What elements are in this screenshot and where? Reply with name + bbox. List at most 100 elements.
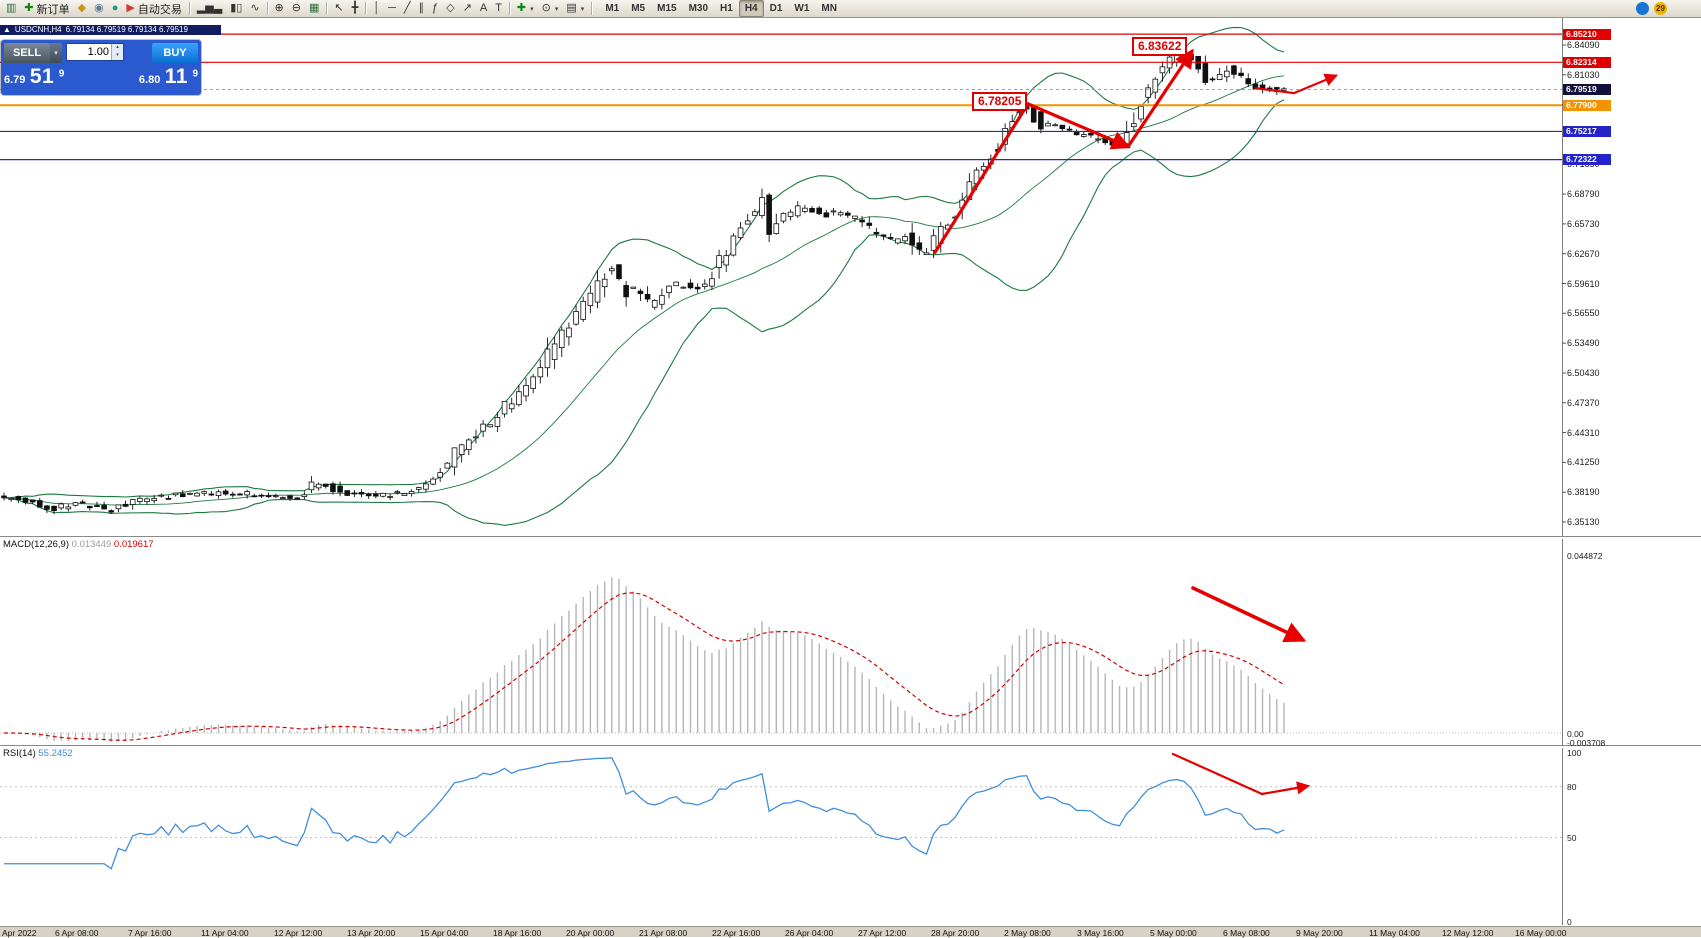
text-label-icon-glyph: T (495, 2, 502, 14)
price-line-badge: 6.85210 (1563, 28, 1611, 40)
tile-windows-icon[interactable]: ▦ (305, 1, 323, 17)
vertical-line-icon[interactable]: │ (369, 1, 384, 17)
zoom-in-icon[interactable]: ⊕ (271, 1, 288, 17)
price-axis[interactable] (1562, 18, 1701, 925)
fibonacci-icon[interactable]: ƒ (428, 1, 442, 17)
axis-border (1562, 18, 1563, 925)
autotrading-button[interactable]: ▶ 自动交易 (122, 1, 185, 17)
signals-icon[interactable]: ● (108, 1, 123, 17)
channel-icon[interactable]: ∥ (415, 1, 429, 17)
price-line-badge: 6.82314 (1563, 56, 1611, 68)
charts-window-icon[interactable]: ▥ (2, 1, 20, 17)
arrow-tools-icon[interactable]: ↗ (459, 1, 476, 17)
price-line-badge: 6.72322 (1563, 154, 1611, 166)
counter-badge-yellow[interactable]: 29 (1654, 2, 1667, 15)
timeframe-w1[interactable]: W1 (794, 3, 810, 14)
price-annotation[interactable]: 6.83622 (1132, 37, 1188, 56)
price-tick-label: 6.84090 (1567, 40, 1600, 50)
market-watch-icon[interactable]: ◉ (90, 1, 108, 17)
current-price-badge: 6.79519 (1563, 84, 1611, 96)
trendline-icon-glyph: ╱ (403, 2, 411, 14)
market-watch-icon-glyph: ◉ (94, 2, 104, 14)
toolbar-right-icons: 29 (1636, 2, 1667, 15)
cursor-icon[interactable]: ↖ (330, 1, 347, 17)
line-chart-icon[interactable]: ∿ (246, 1, 263, 17)
time-axis-label: 22 Apr 16:00 (712, 928, 761, 938)
rsi-axis-label: 50 (1567, 832, 1577, 843)
volume-down-button[interactable]: ▾ (112, 52, 123, 60)
timeframe-m30[interactable]: M30 (688, 3, 709, 14)
trendline-icon[interactable]: ╱ (400, 1, 415, 17)
toolbar-separator (266, 2, 268, 15)
toolbar-separator (591, 2, 593, 15)
price-tick-label: 6.68790 (1567, 189, 1600, 200)
timeframe-mn[interactable]: MN (821, 3, 837, 14)
toolbar-separator (326, 2, 328, 15)
time-axis[interactable]: Apr 2022 6 Apr 08:00 7 Apr 16:00 11 Apr 04:… (0, 926, 1701, 938)
macd-axis-label: 0.044872 (1567, 551, 1603, 561)
timeframe-h1[interactable]: H1 (720, 3, 733, 14)
timeframe-m15[interactable]: M15 (657, 3, 677, 14)
time-axis-label: 3 May 16:00 (1077, 928, 1124, 938)
time-axis-label: 21 Apr 08:00 (639, 928, 688, 938)
volume-input[interactable] (67, 44, 111, 60)
price-tick-label: 6.81030 (1567, 69, 1600, 80)
toolbar-separator (188, 2, 190, 15)
price-annotation[interactable]: 6.78205 (972, 92, 1028, 111)
zoom-in-icon-glyph: ⊕ (274, 2, 284, 14)
time-axis-label: 11 Apr 04:00 (201, 928, 249, 938)
buy-button[interactable]: BUY (152, 43, 198, 63)
text-icon[interactable]: A (476, 1, 491, 17)
time-axis-label: 15 Apr 04:00 (420, 928, 469, 938)
sell-price[interactable]: 6.79 51 9 (4, 65, 65, 88)
price-tick-label: 6.38190 (1567, 487, 1600, 498)
rsi-panel[interactable] (0, 747, 1562, 925)
candlestick-chart-icon[interactable]: ▮▯ (226, 1, 246, 17)
timeframe-m1[interactable]: M1 (605, 3, 620, 14)
order-dropdown-caret-icon[interactable]: ▾ (50, 43, 62, 63)
volume-up-button[interactable]: ▴ (112, 44, 123, 52)
price-tick-label: 6.62670 (1567, 248, 1600, 259)
navigator-icon[interactable]: ◆ (74, 1, 90, 17)
channel-icon-glyph: ∥ (418, 2, 425, 14)
time-axis-label: 12 May 12:00 (1442, 928, 1494, 938)
horizontal-line-icon[interactable]: ─ (384, 1, 400, 17)
price-line-badge: 6.77900 (1563, 99, 1611, 111)
status-icon-blue[interactable] (1636, 2, 1649, 15)
timeframe-h4[interactable]: H4 (738, 0, 764, 17)
panel-separator[interactable] (0, 745, 1701, 748)
time-axis-label: 28 Apr 20:00 (931, 928, 980, 938)
toolbar-separator (365, 2, 367, 15)
main-chart[interactable] (0, 18, 1562, 536)
price-tick-label: 6.53490 (1567, 338, 1600, 349)
time-axis-label: 18 Apr 16:00 (493, 928, 542, 938)
sell-button[interactable]: SELL (4, 43, 50, 63)
crosshair-icon[interactable]: ╋ (348, 1, 363, 17)
time-axis-label: 6 Apr 08:00 (55, 928, 99, 938)
panel-separator[interactable] (0, 536, 1701, 539)
period-icon-glyph: ⊙ (541, 2, 551, 14)
price-tick-label: 6.56550 (1567, 308, 1600, 319)
timeframe-d1[interactable]: D1 (769, 3, 783, 14)
template-icon[interactable]: ▤ ▾ (562, 1, 588, 17)
text-icon-glyph: A (479, 2, 488, 14)
timeframe-m5[interactable]: M5 (631, 3, 646, 14)
main-toolbar[interactable]: ▥ ✚ 新订单 ◆ ◉ ● ▶ 自动交易 ▂▅▃ ▮▯ ∿ ⊕ ⊖ ▦ ↖ ╋ │ ─ ╱ ∥ ƒ ◇ ↗ A T ✚ ▾ ⊙ ▾ ▤ ▾ … (0, 0, 1701, 18)
macd-panel[interactable] (0, 538, 1562, 745)
toolbar-items: ▥ ✚ 新订单 ◆ ◉ ● ▶ 自动交易 ▂▅▃ ▮▯ ∿ ⊕ ⊖ ▦ ↖ ╋ │ ─ ╱ ∥ ƒ ◇ ↗ A T ✚ ▾ ⊙ ▾ ▤ ▾ (2, 1, 595, 17)
autotrading-button-label: 自动交易 (137, 3, 182, 16)
indicators-icon[interactable]: ✚ ▾ (513, 1, 538, 17)
zoom-out-icon[interactable]: ⊖ (288, 1, 305, 17)
text-label-icon[interactable]: T (491, 1, 506, 17)
autotrading-button-glyph: ▶ (126, 2, 135, 14)
price-tick-label: 6.41250 (1567, 457, 1600, 468)
buy-price[interactable]: 6.80 11 9 (138, 65, 198, 88)
period-icon[interactable]: ⊙ ▾ (538, 1, 563, 17)
new-order-button[interactable]: ✚ 新订单 (20, 1, 73, 17)
fibonacci-icon-glyph: ƒ (432, 2, 439, 14)
chart-window-title[interactable]: ▲ USDCNH,H4 6.79134 6.79519 6.79134 6.7951… (0, 25, 221, 35)
dropdown-caret-icon: ▾ (554, 5, 559, 13)
price-tick-label: 6.65730 (1567, 218, 1600, 229)
bar-chart-icon[interactable]: ▂▅▃ (193, 1, 226, 17)
shapes-icon[interactable]: ◇ (442, 1, 458, 17)
